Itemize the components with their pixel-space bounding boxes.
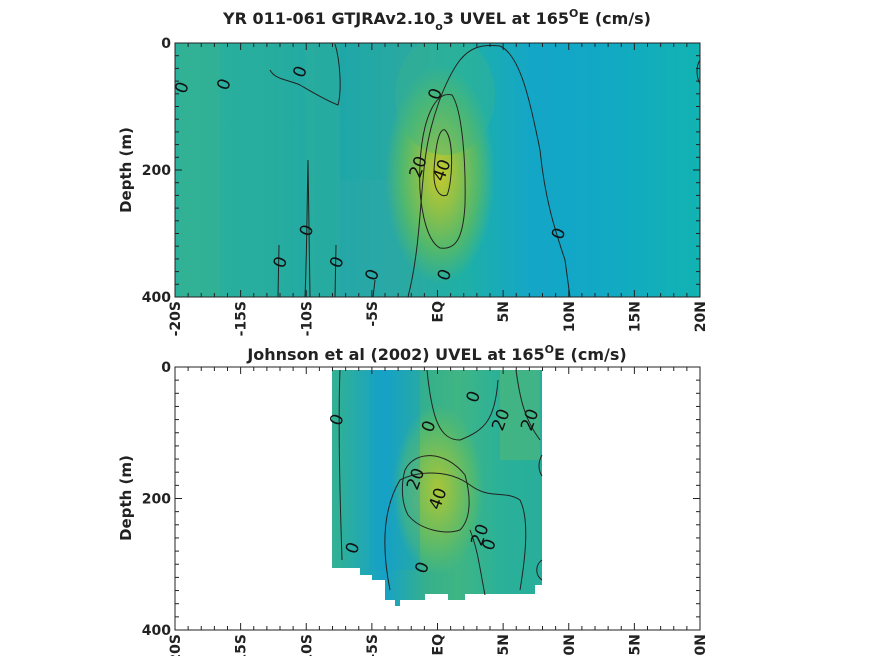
observed-x-tick-label: 15N (627, 634, 643, 656)
observed-x-tick-label: -10S (299, 634, 315, 656)
observed-x-tick-label: 20N (693, 634, 709, 656)
model-y-tick-label: 400 (142, 290, 171, 306)
model-y-tick-label: 0 (161, 36, 171, 52)
model-x-tick-label: EQ (431, 301, 447, 323)
observed-x-tick-label: -5S (365, 634, 381, 656)
model-y-tick-label: 200 (142, 163, 171, 179)
observed-x-tick-label: EQ (431, 634, 447, 656)
observed-x-tick-label: -20S (168, 634, 184, 656)
model-axes: -20S -15S -10S -5S EQ 5N 10N 15N 20N 0 200 400 (142, 36, 709, 336)
model-x-tick-label: -20S (168, 301, 184, 336)
model-x-tick-label: -10S (299, 301, 315, 336)
model-title: YR 011-061 GTJRAv2.10o3 UVEL at 165OE (c… (222, 7, 651, 33)
observed-panel: Johnson et al (2002) UVEL at 165OE (cm/s… (117, 343, 709, 656)
observed-x-tick-label: 5N (496, 634, 512, 655)
model-x-tick-label: 15N (627, 301, 643, 332)
model-y-label: Depth (m) (117, 127, 135, 213)
observed-title: Johnson et al (2002) UVEL at 165OE (cm/s… (246, 343, 626, 364)
observed-axes: -20S -15S -10S -5S EQ 5N 10N 15N 20N 0 200 400 (142, 360, 709, 656)
observed-y-label: Depth (m) (117, 455, 135, 541)
model-x-tick-label: 5N (496, 301, 512, 322)
model-panel: YR 011-061 GTJRAv2.10o3 UVEL at 165OE (c… (117, 7, 709, 336)
model-x-tick-label: -15S (234, 301, 250, 336)
observed-y-tick-label: 400 (142, 623, 171, 639)
observed-y-tick-label: 200 (142, 492, 171, 508)
observed-y-tick-label: 0 (161, 360, 171, 376)
observed-x-tick-label: -15S (234, 634, 250, 656)
model-x-tick-label: 20N (693, 301, 709, 332)
model-x-tick-label: 10N (562, 301, 578, 332)
model-x-tick-label: -5S (365, 301, 381, 327)
observed-x-tick-label: 10N (562, 634, 578, 656)
